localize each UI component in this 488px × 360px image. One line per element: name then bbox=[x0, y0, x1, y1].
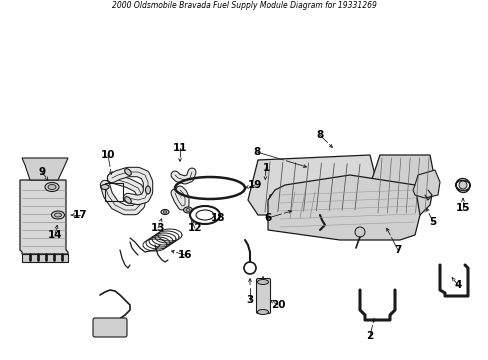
Polygon shape bbox=[267, 175, 419, 240]
Text: 12: 12 bbox=[187, 223, 202, 233]
Text: 8: 8 bbox=[316, 130, 323, 140]
Text: 7: 7 bbox=[393, 245, 401, 255]
Ellipse shape bbox=[54, 213, 61, 217]
Bar bbox=[105, 183, 123, 201]
Text: 8: 8 bbox=[253, 147, 260, 157]
Text: 15: 15 bbox=[455, 203, 469, 213]
Polygon shape bbox=[22, 254, 68, 262]
Polygon shape bbox=[412, 170, 439, 198]
Text: 11: 11 bbox=[172, 143, 187, 153]
Ellipse shape bbox=[124, 169, 131, 175]
Text: 16: 16 bbox=[177, 250, 192, 260]
FancyBboxPatch shape bbox=[256, 279, 270, 314]
Ellipse shape bbox=[257, 310, 268, 315]
Text: 20: 20 bbox=[270, 300, 285, 310]
Text: 18: 18 bbox=[210, 213, 225, 223]
Ellipse shape bbox=[48, 184, 56, 189]
Polygon shape bbox=[22, 158, 68, 180]
Ellipse shape bbox=[51, 211, 64, 219]
Ellipse shape bbox=[101, 184, 109, 189]
Text: 14: 14 bbox=[48, 230, 62, 240]
Circle shape bbox=[354, 227, 364, 237]
Polygon shape bbox=[364, 155, 434, 215]
Ellipse shape bbox=[161, 210, 169, 215]
Ellipse shape bbox=[185, 208, 190, 211]
Circle shape bbox=[458, 181, 466, 189]
Text: 13: 13 bbox=[150, 223, 165, 233]
Ellipse shape bbox=[163, 211, 166, 213]
Ellipse shape bbox=[183, 207, 192, 213]
Text: 2: 2 bbox=[366, 331, 373, 341]
Polygon shape bbox=[267, 190, 349, 218]
Ellipse shape bbox=[257, 279, 268, 284]
Ellipse shape bbox=[145, 186, 150, 194]
Text: 10: 10 bbox=[101, 150, 115, 160]
Text: 6: 6 bbox=[264, 213, 271, 223]
Text: 3: 3 bbox=[246, 295, 253, 305]
Text: 9: 9 bbox=[39, 167, 45, 177]
Polygon shape bbox=[247, 155, 374, 215]
Ellipse shape bbox=[45, 183, 59, 192]
Text: 4: 4 bbox=[453, 280, 461, 290]
Text: 5: 5 bbox=[428, 217, 436, 227]
FancyBboxPatch shape bbox=[93, 318, 127, 337]
Ellipse shape bbox=[124, 197, 131, 203]
Text: 19: 19 bbox=[247, 180, 262, 190]
Text: 17: 17 bbox=[73, 210, 87, 220]
Text: 2000 Oldsmobile Bravada Fuel Supply Module Diagram for 19331269: 2000 Oldsmobile Bravada Fuel Supply Modu… bbox=[111, 1, 376, 10]
Polygon shape bbox=[20, 180, 68, 254]
Text: 1: 1 bbox=[262, 163, 269, 173]
